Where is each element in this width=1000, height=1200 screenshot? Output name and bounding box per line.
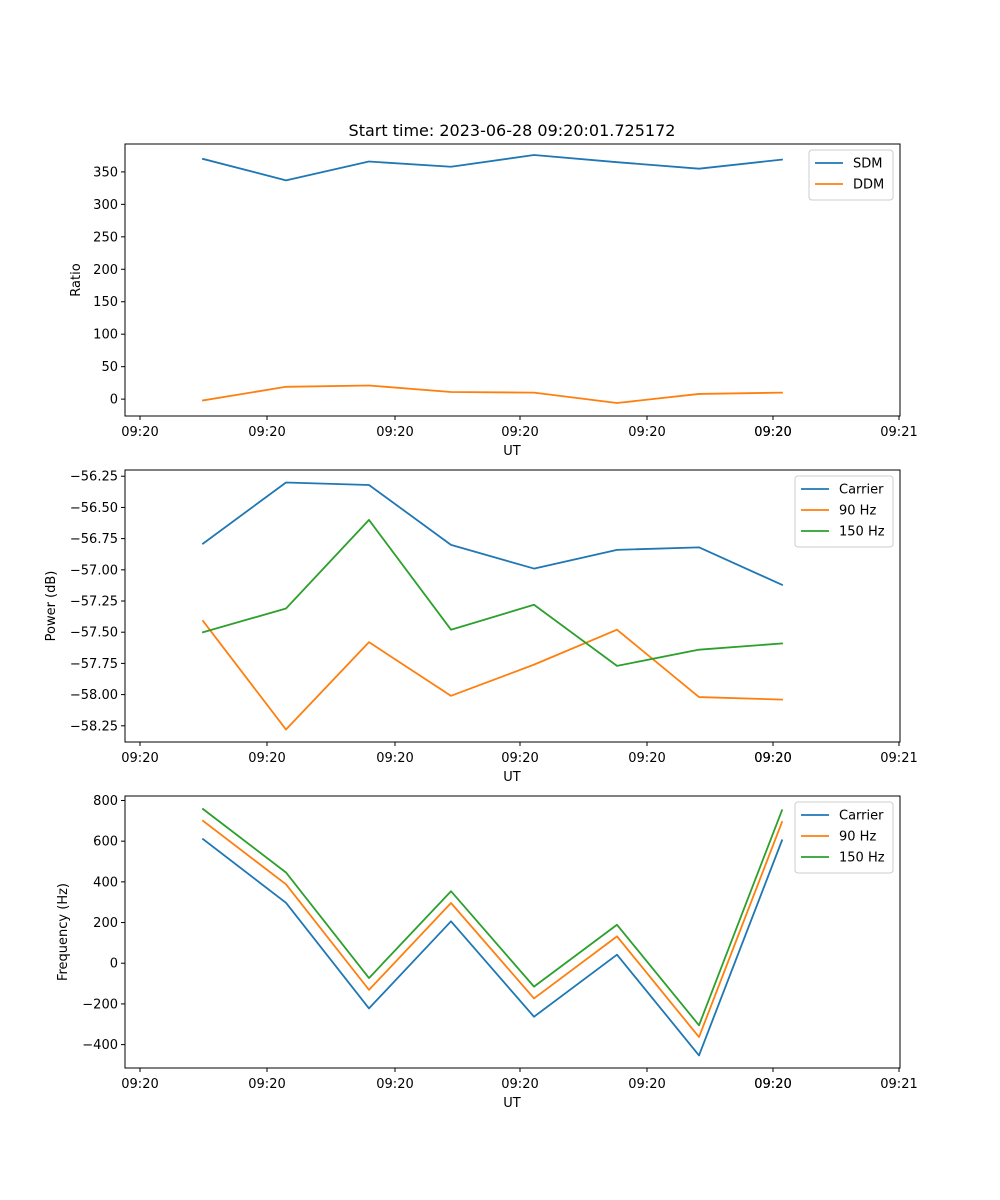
frequency-legend-label: 150 Hz	[839, 851, 885, 866]
power-x-tick-label: 09:20	[376, 751, 413, 766]
power-x-tick-label: 09:21	[880, 751, 917, 766]
power-series-carrier-line	[201, 481, 784, 586]
frequency-x-tick-label: 09:21	[880, 1077, 917, 1092]
ratio-y-tick-label: 150	[93, 295, 118, 310]
ratio-x-axis-label: UT	[503, 444, 521, 459]
frequency-x-tick-label: 09:20	[754, 1077, 791, 1092]
frequency-y-tick-label: 0	[110, 957, 118, 972]
frequency-series-90-hz-line	[201, 819, 784, 1038]
ratio-y-tick-label: 0	[110, 393, 118, 408]
ratio-x-tick-label: 09:20	[501, 425, 538, 440]
power-y-tick-label: −57.00	[70, 563, 118, 578]
power-series-90-hz-line	[201, 619, 783, 731]
frequency-y-tick-label: 200	[93, 916, 118, 931]
frequency-y-axis-label: Frequency (Hz)	[56, 883, 71, 981]
power-x-tick-label: 09:20	[121, 751, 158, 766]
frequency-y-tick-label: 800	[93, 794, 118, 809]
power-legend-label: Carrier	[839, 483, 884, 498]
power-y-tick-label: −58.25	[70, 719, 118, 734]
power-y-tick-label: −58.00	[70, 688, 118, 703]
power-x-tick-label: 09:20	[628, 751, 665, 766]
ratio-x-tick-label: 09:20	[121, 425, 158, 440]
frequency-series-150-hz-line	[201, 807, 784, 1027]
ratio-y-tick-label: 250	[93, 230, 118, 245]
ratio-axes-frame	[124, 143, 901, 417]
ratio-y-tick-label: 350	[93, 165, 118, 180]
frequency-y-tick-label: −400	[82, 1038, 118, 1053]
ratio-y-axis-label: Ratio	[69, 263, 84, 296]
frequency-x-axis-label: UT	[503, 1096, 521, 1111]
ratio-x-tick-label: 09:20	[376, 425, 413, 440]
frequency-x-tick-label: 09:20	[121, 1077, 158, 1092]
power-y-tick-label: −57.75	[70, 657, 118, 672]
ratio-y-tick-label: 50	[101, 360, 118, 375]
power-x-tick-label: 09:20	[501, 751, 538, 766]
ratio-series-sdm-line	[201, 154, 783, 182]
power-legend: Carrier 90 Hz 150 Hz	[794, 475, 894, 548]
frequency-x-tick-label: 09:20	[501, 1077, 538, 1092]
ratio-series-ddm-line	[201, 384, 783, 404]
frequency-x-tick-label: 09:20	[628, 1077, 665, 1092]
ratio-x-tick-label: 09:20	[754, 425, 791, 440]
power-x-tick-label: 09:20	[754, 751, 791, 766]
frequency-legend: Carrier 90 Hz 150 Hz	[794, 801, 894, 874]
frequency-y-tick-label: −200	[82, 997, 118, 1012]
power-x-tick-label: 09:20	[248, 751, 285, 766]
ratio-x-tick-label: 09:20	[248, 425, 285, 440]
power-series-150-hz-line	[201, 519, 783, 667]
power-y-tick-label: −57.25	[70, 595, 118, 610]
ratio-legend-label: SDM	[853, 157, 882, 172]
ratio-x-tick-label: 09:21	[880, 425, 917, 440]
frequency-legend-label: Carrier	[839, 809, 884, 824]
power-legend-box	[794, 475, 894, 548]
power-y-tick-label: −57.50	[70, 626, 118, 641]
power-legend-label: 150 Hz	[839, 525, 885, 540]
ratio-legend: SDM DDM	[808, 149, 894, 201]
frequency-legend-box	[794, 801, 894, 874]
ratio-x-tick-label: 09:20	[628, 425, 665, 440]
power-x-tick-label: 09:20	[754, 751, 791, 766]
power-legend-label: 90 Hz	[839, 504, 876, 519]
frequency-y-tick-label: 400	[93, 875, 118, 890]
ratio-legend-label: DDM	[853, 178, 884, 193]
ratio-y-tick-label: 100	[93, 328, 118, 343]
power-axes-frame	[124, 469, 901, 743]
frequency-series-carrier-line	[201, 837, 784, 1057]
power-y-axis-label: Power (dB)	[44, 571, 59, 642]
frequency-axes-frame	[124, 795, 901, 1069]
ratio-x-tick-label: 09:20	[754, 425, 791, 440]
ratio-y-tick-label: 200	[93, 263, 118, 278]
power-y-tick-label: −56.50	[70, 501, 118, 516]
frequency-x-tick-label: 09:20	[248, 1077, 285, 1092]
frequency-legend-label: 90 Hz	[839, 830, 876, 845]
frequency-x-tick-label: 09:20	[754, 1077, 791, 1092]
power-y-tick-label: −56.25	[70, 470, 118, 485]
ratio-y-tick-label: 300	[93, 198, 118, 213]
power-y-tick-label: −56.75	[70, 532, 118, 547]
frequency-y-tick-label: 600	[93, 835, 118, 850]
frequency-x-tick-label: 09:20	[376, 1077, 413, 1092]
power-x-axis-label: UT	[503, 770, 521, 785]
figure-title: Start time: 2023-06-28 09:20:01.725172	[349, 121, 676, 140]
